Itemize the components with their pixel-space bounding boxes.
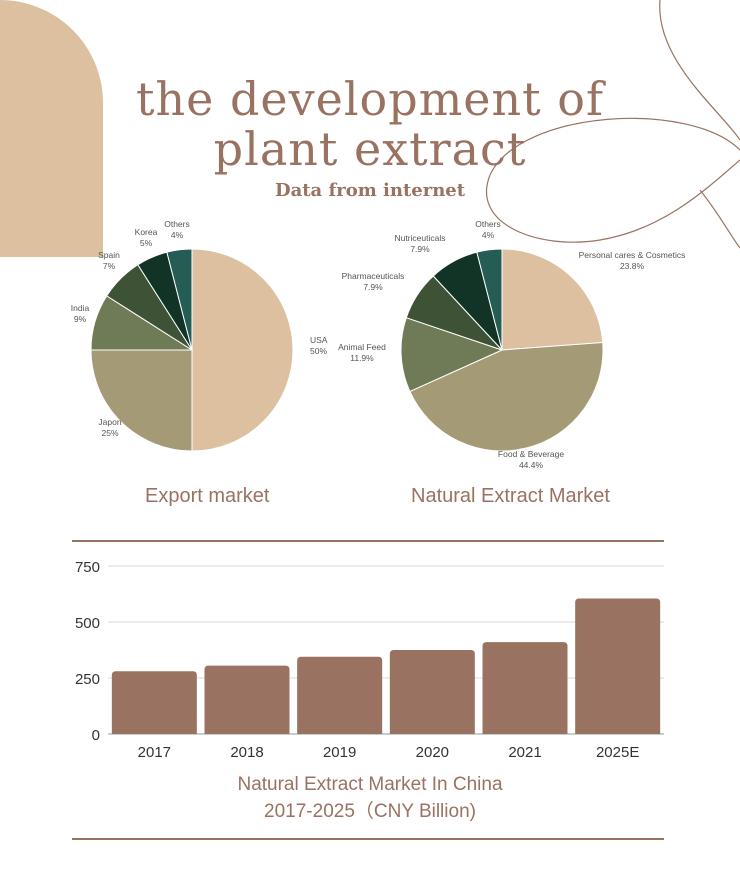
y-tick-250: 250 (75, 671, 100, 688)
pie-1-label-others: Others (475, 219, 501, 229)
pie-0-label-others: Others (164, 219, 190, 229)
x-tick-2017: 2017 (138, 744, 171, 761)
pie-0-value-india: 9% (74, 314, 87, 324)
pie-1-label-nutriceuticals: Nutriceuticals (394, 233, 445, 243)
export-market-title: Export market (145, 485, 270, 507)
pie-0-value-japon: 25% (101, 428, 118, 438)
bar-2025e (575, 598, 661, 734)
x-tick-2025e: 2025E (596, 744, 639, 761)
x-tick-2018: 2018 (230, 744, 263, 761)
pie-1-value-food-beverage: 44.4% (519, 460, 544, 470)
pie-1-label-pharmaceuticals: Pharmaceuticals (342, 271, 405, 281)
pie-0-value-korea: 5% (140, 238, 153, 248)
title-line-1: the development of (136, 72, 604, 126)
bar-2021 (482, 642, 568, 734)
pie-0-label-usa: USA (310, 335, 328, 345)
pie-0-value-spain: 7% (103, 261, 116, 271)
x-tick-2020: 2020 (416, 744, 449, 761)
page-title: the development of plant extract (0, 74, 740, 174)
bar-2017 (111, 671, 197, 734)
pie-1-slice-others (476, 248, 503, 351)
pie-0-value-others: 4% (171, 230, 184, 240)
pie-0-slice-japon (90, 349, 193, 452)
x-tick-2021: 2021 (508, 744, 541, 761)
bar-2020 (389, 650, 475, 734)
pie-0-slice-others (166, 248, 193, 351)
pie-1-value-personal-cares-cosmetics: 23.8% (620, 261, 645, 271)
bar-chart-title-line-1: Natural Extract Market In China (237, 774, 503, 795)
pie-0-label-korea: Korea (135, 227, 158, 237)
pie-1-value-nutriceuticals: 7.9% (410, 244, 430, 254)
pie-1-value-pharmaceuticals: 7.9% (363, 282, 383, 292)
y-tick-0: 0 (92, 727, 100, 744)
divider-bottom (72, 838, 664, 840)
y-tick-500: 500 (75, 615, 100, 632)
bar-chart: 0 250 500 750 2017 2018 2019 2020 2021 2025E (75, 559, 664, 761)
pie-0-label-spain: Spain (98, 250, 120, 260)
pie-0-label-japon: Japon (98, 417, 121, 427)
pie-1-slice-food-beverage (409, 342, 604, 452)
natural-extract-market-title: Natural Extract Market (411, 485, 610, 507)
pie-1-value-animal-feed: 11.9% (350, 353, 374, 363)
pie-0-slice-usa (191, 248, 294, 452)
pie-1-value-others: 4% (482, 230, 495, 240)
bar-chart-title-line-2: 2017-2025（CNY Billion) (264, 801, 476, 822)
pie-0-value-usa: 50% (310, 346, 327, 356)
x-tick-2019: 2019 (323, 744, 356, 761)
bar-2019 (297, 656, 383, 734)
y-tick-750: 750 (75, 559, 100, 576)
pie-1-label-animal-feed: Animal Feed (338, 342, 386, 352)
pie-1-slice-animal-feed (400, 317, 504, 393)
bar-chart-title: Natural Extract Market In China 2017-202… (0, 771, 740, 825)
page-subtitle: Data from internet (274, 180, 466, 201)
pie-1-label-personal-cares-cosmetics: Personal cares & Cosmetics (579, 250, 686, 260)
pie-0-label-india: India (71, 303, 90, 313)
title-line-2: plant extract (213, 122, 527, 176)
pie-1-label-food-beverage: Food & Beverage (498, 449, 564, 459)
divider-top (72, 540, 664, 542)
pie-1-slice-personal-cares-cosmetics (501, 248, 604, 351)
bar-2018 (204, 665, 290, 734)
decorative-swirl (486, 0, 740, 249)
